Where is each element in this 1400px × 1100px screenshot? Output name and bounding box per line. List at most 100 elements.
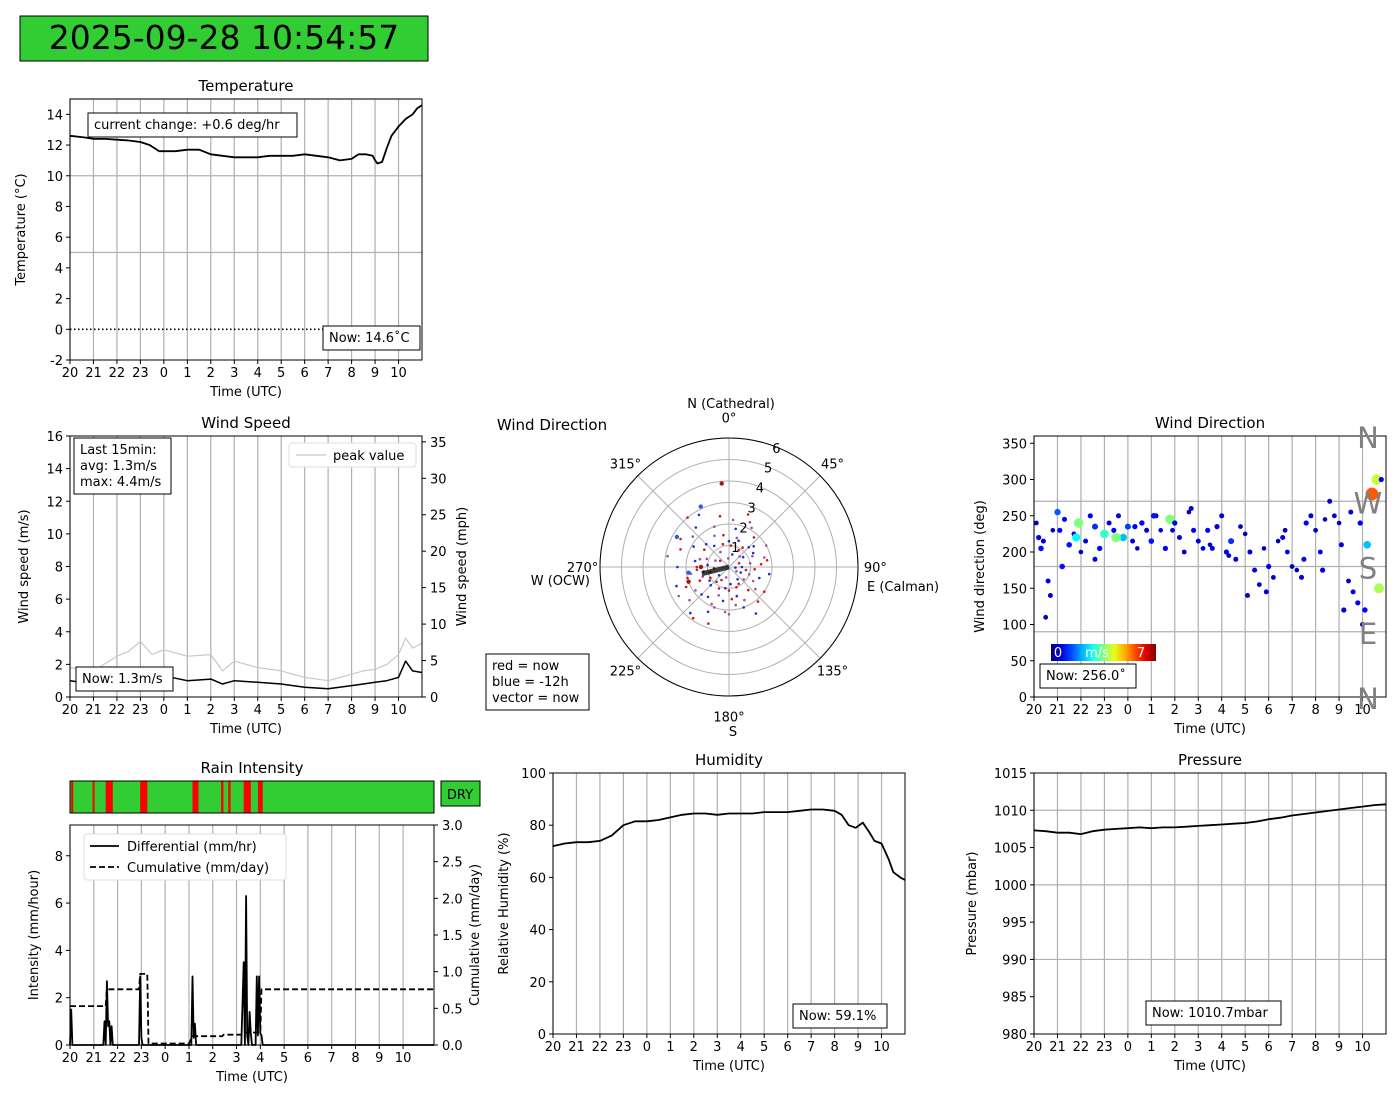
polar-point xyxy=(754,587,757,591)
direction-point xyxy=(1303,520,1309,526)
x-tick-label: 22 xyxy=(1073,703,1090,718)
x-tick-label: 8 xyxy=(351,1051,359,1066)
polar-point xyxy=(753,567,756,571)
direction-point xyxy=(1336,520,1342,526)
y2-tick-label: 0 xyxy=(430,691,438,706)
x-tick-label: 4 xyxy=(254,703,262,718)
polar-point xyxy=(679,548,682,551)
polar-point xyxy=(718,559,722,563)
y-tick-label: -2 xyxy=(50,354,63,369)
polar-radius-label: 4 xyxy=(756,482,764,497)
polar-point xyxy=(736,578,739,581)
polar-radius-label: 2 xyxy=(739,521,747,536)
direction-point xyxy=(1362,607,1368,613)
polar-point xyxy=(735,536,739,540)
colorbar-min-label: 0 xyxy=(1054,646,1062,661)
direction-point xyxy=(1139,520,1145,526)
x-tick-label: 4 xyxy=(1218,1040,1226,1055)
polar-point xyxy=(686,576,689,580)
y-tick-label: 4 xyxy=(55,626,63,641)
wind-speed-stats-line: Last 15min: xyxy=(80,443,157,458)
legend-label-cumulative: Cumulative (mm/day) xyxy=(127,861,269,876)
direction-point xyxy=(1135,546,1140,551)
polar-point xyxy=(741,546,744,549)
chart-title: Temperature xyxy=(197,77,293,95)
polar-point xyxy=(706,610,710,614)
polar-point xyxy=(735,594,739,598)
y2-tick-label: 2.5 xyxy=(442,856,463,871)
x-tick-label: 9 xyxy=(375,1051,383,1066)
x-tick-label: 22 xyxy=(109,703,126,718)
direction-point xyxy=(1066,542,1072,548)
direction-point xyxy=(1228,538,1235,545)
y2-tick-label: 25 xyxy=(430,509,447,524)
x-tick-label: 21 xyxy=(85,366,102,381)
y-tick-label: 990 xyxy=(1002,953,1027,968)
direction-point xyxy=(1132,524,1138,530)
wind-speed-stats-line: max: 4.4m/s xyxy=(80,475,162,490)
x-tick-label: 6 xyxy=(301,366,309,381)
polar-spoke xyxy=(728,475,821,568)
x-tick-label: 6 xyxy=(1265,1040,1273,1055)
legend-box xyxy=(83,833,287,881)
x-tick-label: 3 xyxy=(1194,703,1202,718)
y2-tick-label: 30 xyxy=(430,472,447,487)
x-tick-label: 0 xyxy=(1124,703,1132,718)
polar-point xyxy=(764,544,768,547)
x-tick-label: 8 xyxy=(347,703,355,718)
direction-point xyxy=(1275,538,1281,544)
timestamp-text: 2025-09-28 10:54:57 xyxy=(49,18,399,57)
x-tick-label: 4 xyxy=(1218,703,1226,718)
polar-point xyxy=(714,559,717,562)
direction-point xyxy=(1308,513,1314,519)
rain-status-strip xyxy=(70,781,434,813)
polar-point xyxy=(689,611,692,615)
axes-frame xyxy=(69,824,435,1046)
x-tick-label: 2 xyxy=(207,703,215,718)
y-tick-label: 4 xyxy=(55,944,63,959)
polar-point xyxy=(666,554,669,558)
y-tick-label: 985 xyxy=(1002,991,1027,1006)
polar-point xyxy=(734,566,737,569)
polar-point xyxy=(767,572,771,576)
chart-title: Humidity xyxy=(695,751,763,769)
polar-point xyxy=(704,542,708,546)
x-tick-label: 20 xyxy=(1026,1040,1043,1055)
direction-point xyxy=(1214,524,1220,530)
polar-point xyxy=(734,603,737,607)
y-tick-label: 4 xyxy=(55,262,63,277)
rain-wet-band xyxy=(140,781,148,813)
rain-status-text: DRY xyxy=(447,788,473,803)
polar-point xyxy=(758,576,761,580)
direction-point xyxy=(1280,535,1286,540)
x-tick-label: 23 xyxy=(132,703,149,718)
y-tick-label: 100 xyxy=(521,767,546,782)
x-tick-label: 5 xyxy=(280,1051,288,1066)
polar-radius-label: 1 xyxy=(731,541,739,556)
polar-angle-label: 135° xyxy=(817,665,848,680)
direction-point xyxy=(1341,607,1347,613)
pressure-now-label-line: Now: 1010.7mbar xyxy=(1152,1006,1268,1021)
polar-point xyxy=(735,585,738,589)
y-tick-label: 16 xyxy=(46,430,63,445)
polar-point xyxy=(763,556,766,559)
y-tick-label: 10 xyxy=(46,528,63,543)
x-tick-label: 7 xyxy=(324,703,332,718)
x-axis-label: Time (UTC) xyxy=(215,1070,288,1085)
polar-point xyxy=(730,597,734,601)
polar-point xyxy=(691,616,695,620)
x-tick-label: 2 xyxy=(209,1051,217,1066)
polar-point xyxy=(748,562,752,565)
direction-point xyxy=(1348,509,1354,515)
x-tick-label: 3 xyxy=(1194,1040,1202,1055)
direction-point xyxy=(1172,520,1178,526)
rain-wet-band xyxy=(221,781,224,813)
direction-point xyxy=(1100,529,1109,539)
x-tick-label: 6 xyxy=(304,1051,312,1066)
legend-box xyxy=(288,442,417,468)
y-tick-label: 50 xyxy=(1010,655,1027,670)
direction-point xyxy=(1195,538,1201,544)
direction-point xyxy=(1116,513,1121,519)
y-tick-label: 0 xyxy=(1019,691,1027,706)
